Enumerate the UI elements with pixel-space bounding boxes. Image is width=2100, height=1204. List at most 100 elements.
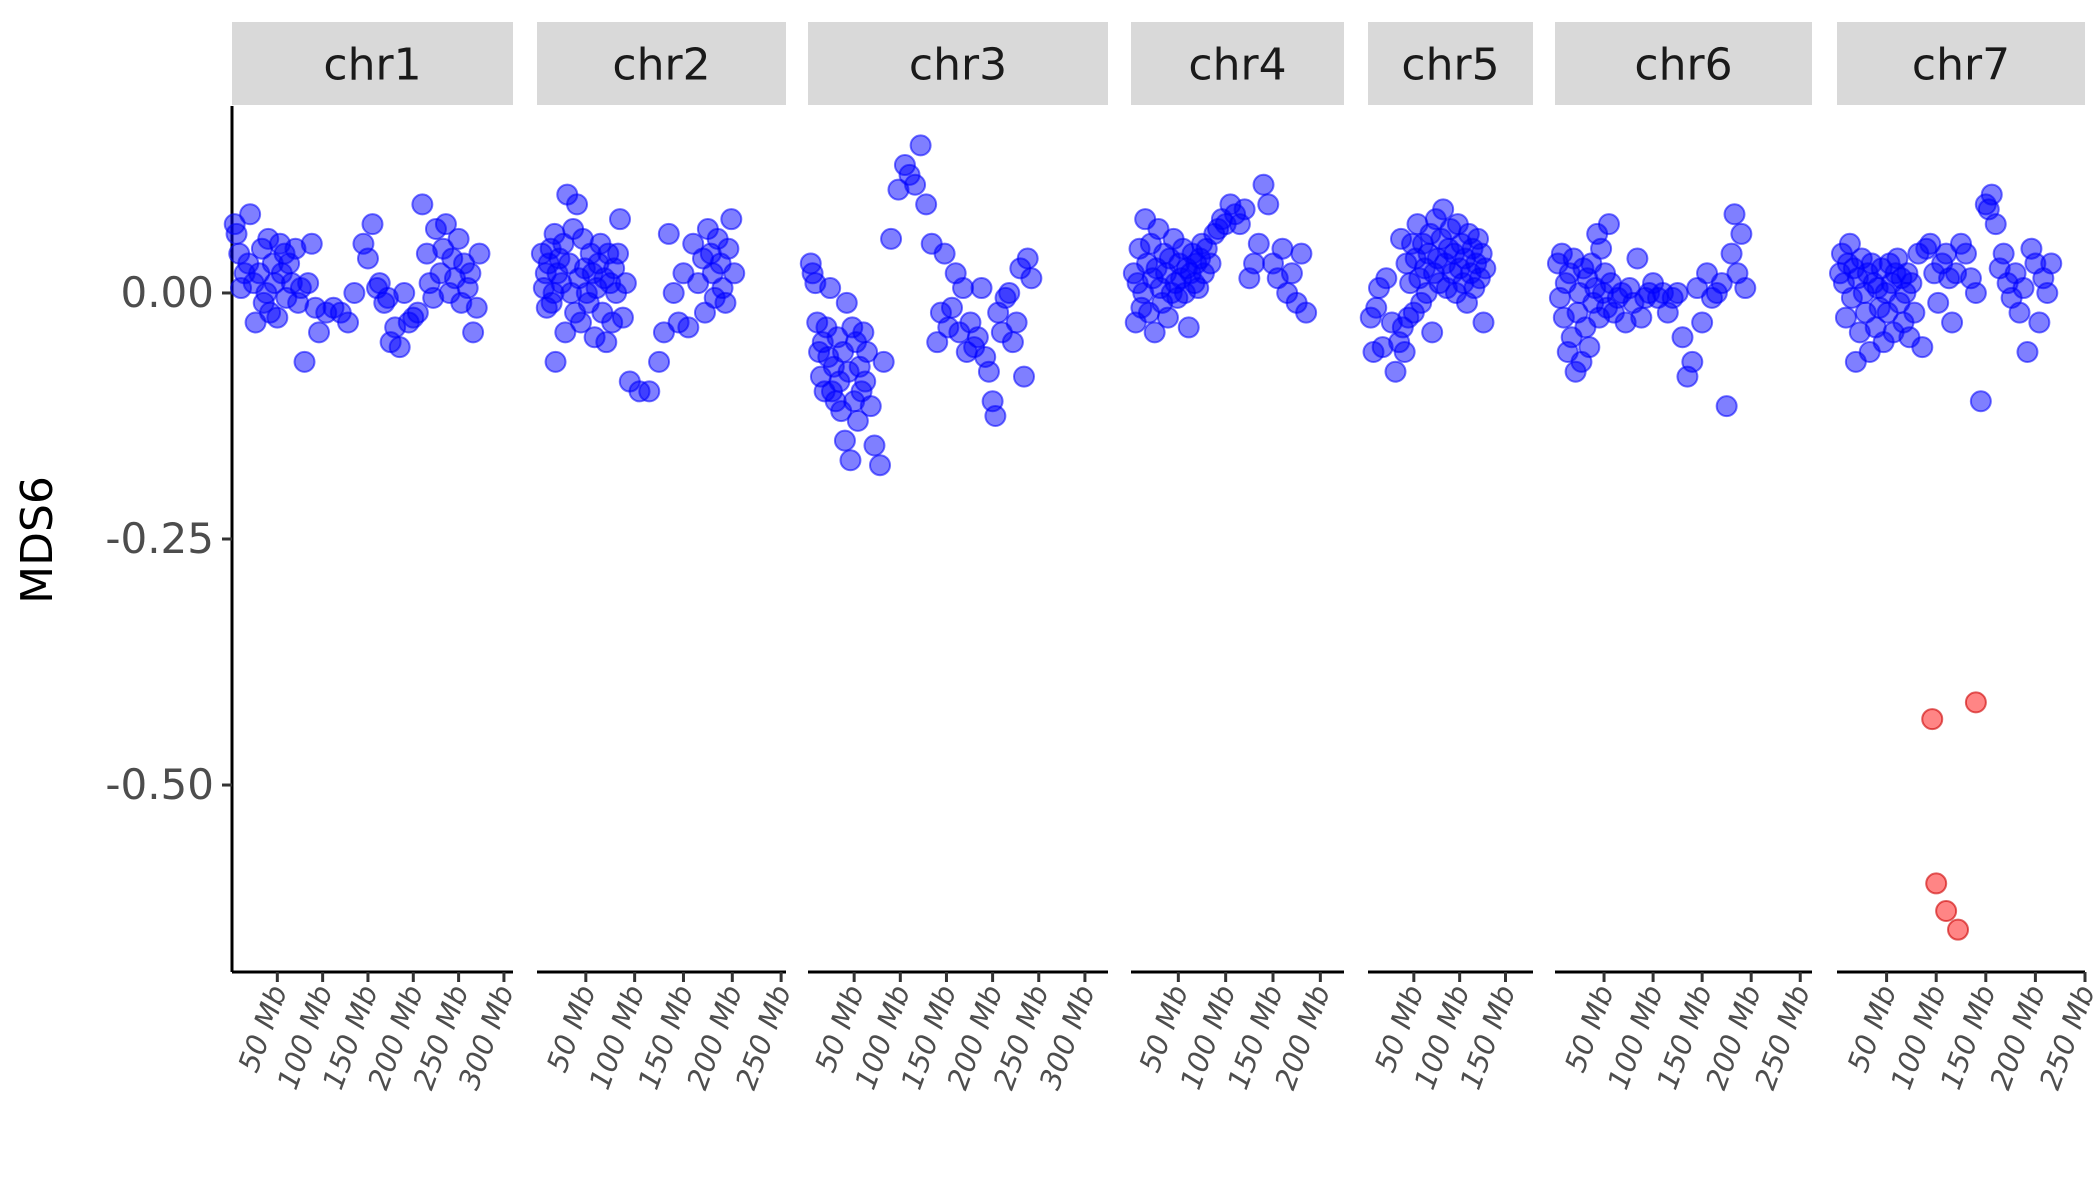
outlier-point [1964,691,1987,714]
data-point [1590,237,1613,260]
data-point [1013,365,1035,388]
data-point [1271,237,1294,260]
facet-strip-label: chr6 [1634,40,1732,91]
data-point [1691,311,1714,334]
data-point [465,296,488,319]
data-point [952,277,975,300]
data-point [1233,198,1256,221]
facet-strip-label: chr5 [1401,40,1499,91]
data-point [1984,213,2007,236]
facet-strip [1837,22,2085,105]
y-axis: 0.00 -0.25 -0.50 [105,106,234,972]
data-point [2016,341,2039,364]
data-point [300,232,323,255]
data-point [909,134,932,157]
data-point [1280,262,1303,285]
data-point [1992,242,2015,265]
data-point [1730,222,1753,245]
data-point [1838,232,1861,255]
data-point [459,262,482,285]
data-point [2028,311,2051,334]
data-point [662,281,685,304]
facet-strip [808,22,1108,105]
data-point [1177,316,1200,339]
data-point [1020,267,1043,290]
data-point [846,409,869,432]
facet-strip-label: chr4 [1188,40,1286,91]
data-point [1143,321,1166,344]
data-point [1199,252,1222,275]
data-point [406,301,429,324]
outlier-point [1947,918,1970,941]
data-point [833,429,856,452]
data-point [1834,306,1857,329]
data-point [1375,267,1398,290]
data-point [1911,336,1934,359]
outlier-point [1925,872,1948,895]
y-axis-label: MDS6 [12,476,63,604]
data-point [308,321,331,344]
data-point [1257,193,1280,216]
data-point [2008,301,2031,324]
data-point [1247,232,1270,255]
data-point [1474,257,1497,280]
facet-strip-label: chr2 [612,40,710,91]
data-point [1597,213,1620,236]
y-tick-label: -0.25 [105,514,214,563]
data-point [966,326,989,349]
data-point [609,208,631,231]
data-point [1900,272,1923,295]
data-point [1720,242,1743,265]
data-point [839,449,862,472]
data-point [356,247,379,270]
data-point [447,227,470,250]
data-point [2040,252,2063,275]
outlier-point [1935,899,1958,922]
data-point [297,272,320,295]
data-point [926,331,949,354]
data-point [1252,173,1275,196]
data-point [393,281,416,304]
data-point [2036,281,2059,304]
data-point [1954,242,1977,265]
facet-strip-label: chr7 [1912,40,2010,91]
data-point [569,311,592,334]
data-point [343,281,366,304]
data-point [1723,203,1746,226]
data-point [468,242,491,265]
data-point [1432,198,1455,221]
data-point [1927,291,1950,314]
data-point [819,277,842,300]
data-point [1941,311,1964,334]
data-point [977,360,1000,383]
data-point [1016,247,1039,270]
data-point [1384,360,1407,383]
data-point [607,242,630,265]
facet-strip [1368,22,1533,105]
data-point [1710,272,1733,295]
data-point [337,311,360,334]
data-point [852,321,875,344]
data-point [1626,247,1649,270]
data-point [941,296,963,319]
data-point [614,272,637,295]
data-point [723,262,746,285]
data-point [904,173,927,196]
data-point [657,222,680,245]
data-point [1365,296,1388,319]
data-point [1290,242,1313,265]
facet-strip-label: chr3 [909,40,1007,91]
data-point [1969,390,1992,413]
data-point [714,291,737,314]
data-point [2012,277,2035,300]
data-point [1630,306,1653,329]
